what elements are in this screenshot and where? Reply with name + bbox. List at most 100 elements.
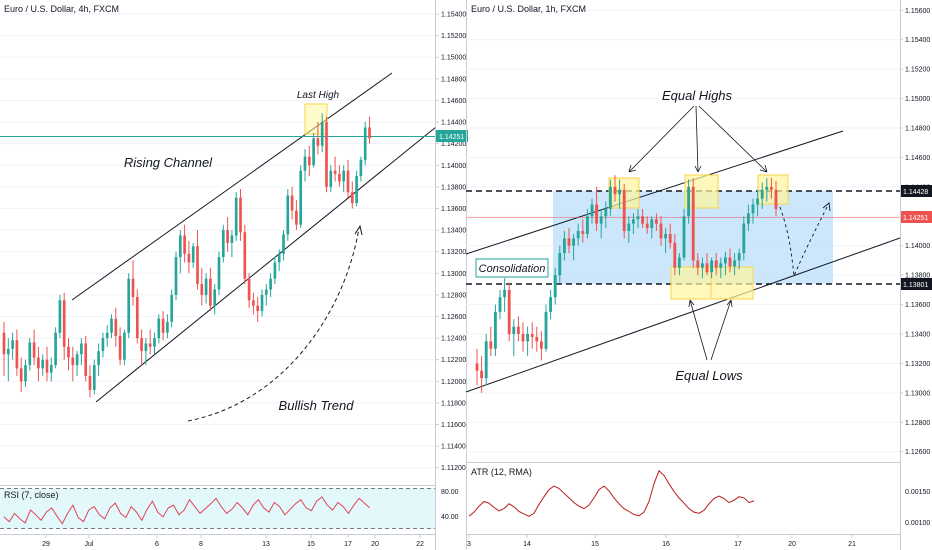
left-price-tick: 1.12000: [441, 379, 466, 386]
left-candle-body: [11, 340, 14, 349]
left-price-tick: 1.12600: [441, 314, 466, 321]
right-candle-body: [631, 219, 635, 224]
right-candle-body: [553, 275, 557, 298]
left-candle-body: [54, 332, 57, 366]
right-price-scale[interactable]: 1.15600 1.15400 1.15200 1.15000 1.14800 1.146…: [900, 0, 932, 550]
left-price-tick: 1.14000: [441, 163, 466, 170]
left-candle-body: [204, 278, 208, 295]
left-price-tick: 1.15400: [441, 12, 466, 19]
right-atr-pane[interactable]: ATR (12, RMA): [468, 467, 755, 517]
atr-line[interactable]: [468, 469, 755, 517]
left-price-tick: 1.11200: [441, 465, 466, 472]
right-candle-body: [627, 223, 631, 231]
left-channel-lower-line[interactable]: [95, 126, 437, 403]
left-time-tick: 17: [344, 541, 352, 548]
bullish-trend-label: Bullish Trend: [279, 398, 355, 413]
left-candle-body: [118, 335, 122, 360]
right-candle-body: [700, 263, 704, 268]
rsi-band: [0, 488, 435, 529]
right-price-tick: 1.12800: [905, 420, 930, 427]
left-time-tick: 6: [155, 541, 159, 548]
right-candle-body: [691, 186, 695, 261]
right-price-tick: 1.13000: [905, 390, 930, 397]
left-bullish-trend-arrow[interactable]: [187, 227, 360, 422]
left-last-price-badge: [436, 130, 468, 142]
left-candle-body: [114, 318, 118, 336]
right-candle-body: [765, 186, 769, 190]
left-price-scale[interactable]: 1.15400 1.15200 1.15000 1.14800 1.14600 1.144…: [435, 0, 469, 550]
equal-high-box-2[interactable]: [684, 174, 719, 209]
left-candle-body: [329, 170, 333, 187]
right-candle-body: [475, 363, 479, 371]
right-channel-upper-line[interactable]: [465, 130, 844, 255]
left-candle-body: [239, 197, 242, 233]
left-candle-body: [178, 235, 182, 258]
left-last-high-box[interactable]: [304, 103, 328, 135]
left-channel-upper-line[interactable]: [71, 72, 393, 301]
left-time-tick: 8: [199, 541, 203, 548]
left-candle-body: [290, 195, 294, 211]
right-candle-body: [507, 289, 511, 334]
right-candle-body: [484, 341, 488, 379]
right-candle-body: [590, 204, 594, 217]
left-time-tick: 15: [307, 541, 315, 548]
equal-highs-arrows: [628, 105, 768, 173]
left-candle-body: [191, 246, 195, 263]
left-price-tick: 1.13000: [441, 271, 466, 278]
left-candle-body: [24, 365, 27, 382]
left-time-tick: 13: [262, 541, 270, 548]
right-candle-body: [595, 204, 599, 224]
equal-low-box-1[interactable]: [670, 266, 712, 300]
atr-tick-0.0015: 0.00150: [905, 489, 930, 496]
right-candle-body: [641, 216, 645, 224]
left-time-tick: 22: [416, 541, 424, 548]
right-time-tick: 14: [523, 541, 531, 548]
right-candle-body: [737, 253, 741, 261]
left-candle-body: [135, 297, 139, 339]
left-time-tick: 29: [42, 541, 50, 548]
right-channel-lower-line[interactable]: [465, 237, 901, 393]
left-candle-body: [174, 257, 178, 295]
right-price-pane[interactable]: Consolidation Equal Highs Equal Lows Eur…: [465, 4, 901, 453]
left-price-tick: 1.11400: [441, 444, 466, 451]
left-candle-body: [247, 278, 251, 301]
left-rsi-pane[interactable]: RSI (7, close): [0, 488, 435, 529]
right-time-scale[interactable]: 3 14 15 16 17 20 21: [466, 534, 900, 548]
equal-high-box-3[interactable]: [757, 174, 789, 205]
right-candle-body: [530, 333, 534, 337]
left-candle-body: [350, 192, 354, 204]
right-candle-body: [608, 186, 612, 209]
right-time-tick: 3: [467, 541, 471, 548]
resistance-price-badge: [901, 185, 932, 197]
right-candle-body: [539, 341, 543, 349]
left-price-tick: 1.14400: [441, 120, 466, 127]
right-candle-body: [585, 216, 589, 234]
left-candle-body: [45, 359, 49, 373]
right-candle-body: [576, 231, 580, 239]
right-candle-body: [733, 260, 737, 267]
right-price-tick: 1.14600: [905, 155, 930, 162]
left-candle-body: [183, 235, 186, 254]
rsi-line[interactable]: [3, 496, 371, 525]
left-price-pane[interactable]: Rising Channel Last High Bullish Trend E…: [0, 4, 437, 469]
right-price-tick: 1.13600: [905, 302, 930, 309]
left-time-scale[interactable]: 29 Jul 6 8 13 15 17 20 22: [0, 534, 435, 548]
right-candle-body: [682, 216, 686, 258]
right-candle-body: [714, 260, 718, 268]
left-candle-body: [101, 338, 105, 352]
left-price-tick: 1.13600: [441, 206, 466, 213]
right-candle-body: [719, 263, 723, 268]
left-price-tick: 1.14800: [441, 76, 466, 83]
left-price-tick: 1.13400: [441, 228, 466, 235]
projection-path[interactable]: [779, 204, 829, 278]
resistance-price-label: 1.14428: [903, 189, 928, 196]
right-candle-body: [746, 213, 750, 224]
right-candle-body: [618, 189, 622, 195]
equal-low-box-2[interactable]: [710, 266, 754, 300]
right-candle-body: [562, 238, 566, 254]
left-candle-body: [123, 332, 126, 360]
right-price-tick: 1.13400: [905, 331, 930, 338]
right-candle-body: [549, 297, 553, 312]
equal-highs-arrow-2: [694, 105, 702, 173]
left-chart-title: Euro / U.S. Dollar, 4h, FXCM: [4, 4, 119, 14]
